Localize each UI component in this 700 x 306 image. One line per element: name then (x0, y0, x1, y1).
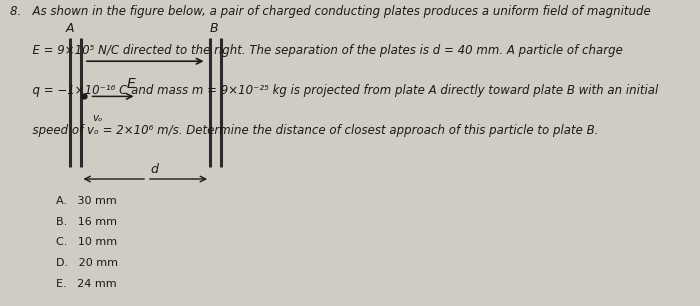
Text: D.   20 mm: D. 20 mm (56, 258, 118, 268)
Text: 8.   As shown in the figure below, a pair of charged conducting plates produces : 8. As shown in the figure below, a pair … (10, 5, 651, 17)
Text: E = 9×10⁵ N/C directed to the right. The separation of the plates is d = 40 mm. : E = 9×10⁵ N/C directed to the right. The… (10, 44, 624, 57)
Text: E.   24 mm: E. 24 mm (56, 279, 117, 289)
Text: d: d (150, 163, 158, 176)
Text: q = −1×10⁻¹⁶ C and mass m = 9×10⁻²⁵ kg is projected from plate A directly toward: q = −1×10⁻¹⁶ C and mass m = 9×10⁻²⁵ kg i… (10, 84, 659, 97)
Text: E: E (127, 76, 136, 91)
Text: B.   16 mm: B. 16 mm (56, 217, 117, 227)
Text: speed of vₒ = 2×10⁶ m/s. Determine the distance of closest approach of this part: speed of vₒ = 2×10⁶ m/s. Determine the d… (10, 124, 599, 137)
Text: B: B (209, 22, 218, 35)
Text: A: A (66, 22, 74, 35)
Text: vₒ: vₒ (92, 113, 103, 123)
Text: C.   10 mm: C. 10 mm (56, 237, 117, 248)
Text: A.   30 mm: A. 30 mm (56, 196, 117, 206)
